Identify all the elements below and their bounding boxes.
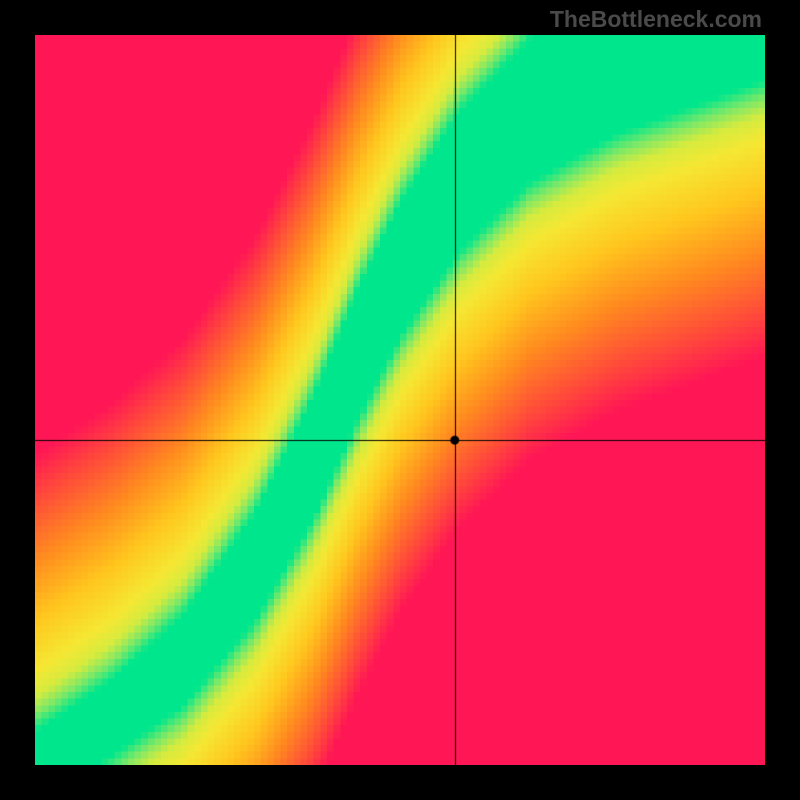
chart-container: TheBottleneck.com <box>0 0 800 800</box>
watermark-text: TheBottleneck.com <box>550 6 762 33</box>
crosshair-overlay <box>35 35 765 765</box>
